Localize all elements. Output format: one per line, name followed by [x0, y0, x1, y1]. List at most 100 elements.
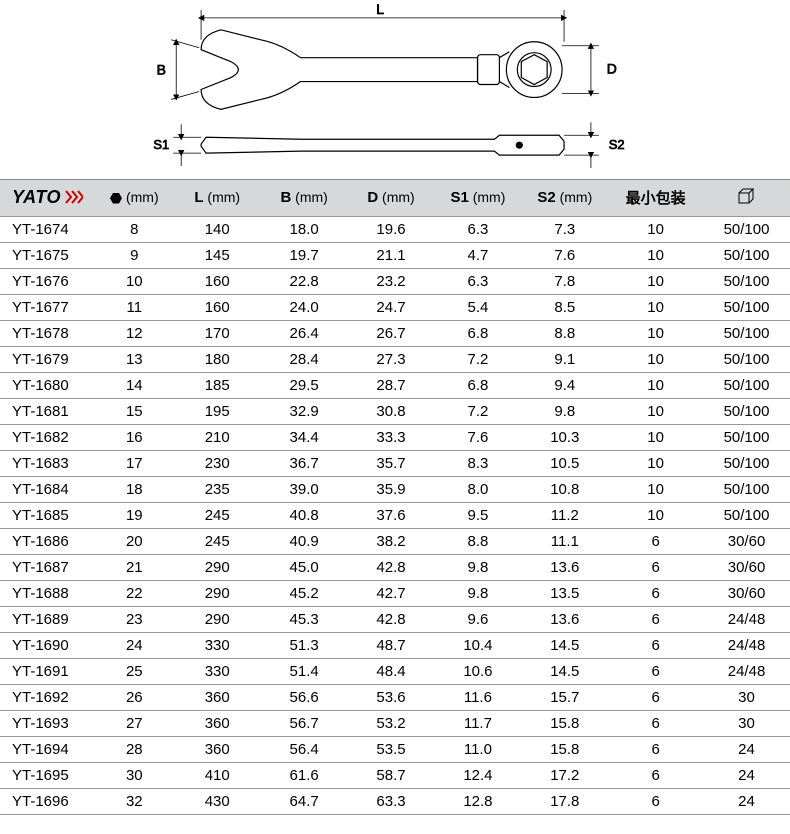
- cell-S1: 11.0: [434, 736, 521, 762]
- cell-hex: 17: [95, 450, 174, 476]
- table-row: YT-16882229045.242.79.813.5630/60: [0, 580, 790, 606]
- table-row: YT-1675914519.721.14.77.61050/100: [0, 242, 790, 268]
- cell-hex: 32: [95, 788, 174, 814]
- cell-S2: 13.6: [521, 554, 608, 580]
- dim-label-s2: S2: [609, 137, 625, 152]
- brand-header-cell: YATO: [0, 180, 95, 216]
- cell-S1: 6.3: [434, 268, 521, 294]
- cell-L: 245: [174, 528, 261, 554]
- cell-hex: 19: [95, 502, 174, 528]
- cell-code: YT-1684: [0, 476, 95, 502]
- cell-D: 53.2: [348, 710, 435, 736]
- col-unit: (mm): [378, 189, 415, 205]
- cell-L: 410: [174, 762, 261, 788]
- col-header-D: D (mm): [348, 180, 435, 216]
- cell-S2: 9.4: [521, 372, 608, 398]
- cell-D: 23.2: [348, 268, 435, 294]
- cell-code: YT-1678: [0, 320, 95, 346]
- cell-code: YT-1696: [0, 788, 95, 814]
- cell-S1: 8.0: [434, 476, 521, 502]
- cell-L: 170: [174, 320, 261, 346]
- cell-L: 160: [174, 268, 261, 294]
- cell-L: 290: [174, 580, 261, 606]
- cell-minpack: 10: [608, 424, 703, 450]
- cell-minpack: 10: [608, 320, 703, 346]
- cell-hex: 15: [95, 398, 174, 424]
- table-row: YT-16781217026.426.76.88.81050/100: [0, 320, 790, 346]
- cell-B: 61.6: [261, 762, 348, 788]
- cell-box: 50/100: [703, 476, 790, 502]
- cell-B: 45.2: [261, 580, 348, 606]
- cell-S1: 9.6: [434, 606, 521, 632]
- table-row: YT-16912533051.448.410.614.5624/48: [0, 658, 790, 684]
- cell-minpack: 10: [608, 242, 703, 268]
- table-row: YT-16821621034.433.37.610.31050/100: [0, 424, 790, 450]
- cell-code: YT-1679: [0, 346, 95, 372]
- table-row: YT-16811519532.930.87.29.81050/100: [0, 398, 790, 424]
- cell-box: 30/60: [703, 528, 790, 554]
- cell-L: 180: [174, 346, 261, 372]
- table-row: YT-16801418529.528.76.89.41050/100: [0, 372, 790, 398]
- cell-code: YT-1680: [0, 372, 95, 398]
- cell-D: 58.7: [348, 762, 435, 788]
- cell-hex: 25: [95, 658, 174, 684]
- cell-D: 37.6: [348, 502, 435, 528]
- cell-D: 63.3: [348, 788, 435, 814]
- cell-S2: 7.8: [521, 268, 608, 294]
- cell-minpack: 6: [608, 632, 703, 658]
- cell-B: 36.7: [261, 450, 348, 476]
- cell-hex: 22: [95, 580, 174, 606]
- col-header-B: B (mm): [261, 180, 348, 216]
- table-row: YT-16761016022.823.26.37.81050/100: [0, 268, 790, 294]
- cell-box: 50/100: [703, 450, 790, 476]
- cell-minpack: 10: [608, 372, 703, 398]
- cell-box: 30: [703, 684, 790, 710]
- cell-code: YT-1689: [0, 606, 95, 632]
- dim-label-d: D: [607, 61, 617, 77]
- table-row: YT-16902433051.348.710.414.5624/48: [0, 632, 790, 658]
- cell-S2: 9.8: [521, 398, 608, 424]
- cell-code: YT-1687: [0, 554, 95, 580]
- col-header-S1: S1 (mm): [434, 180, 521, 216]
- cell-hex: 26: [95, 684, 174, 710]
- cell-minpack: 6: [608, 684, 703, 710]
- cell-B: 19.7: [261, 242, 348, 268]
- cell-minpack: 6: [608, 710, 703, 736]
- cell-L: 160: [174, 294, 261, 320]
- cell-D: 28.7: [348, 372, 435, 398]
- cell-code: YT-1692: [0, 684, 95, 710]
- cell-D: 48.4: [348, 658, 435, 684]
- cell-S1: 9.8: [434, 554, 521, 580]
- col-unit: (mm): [204, 189, 241, 205]
- cell-B: 28.4: [261, 346, 348, 372]
- cell-box: 50/100: [703, 372, 790, 398]
- table-row: YT-16851924540.837.69.511.21050/100: [0, 502, 790, 528]
- cell-L: 330: [174, 658, 261, 684]
- cell-hex: 20: [95, 528, 174, 554]
- cell-minpack: 6: [608, 580, 703, 606]
- cell-D: 27.3: [348, 346, 435, 372]
- cell-box: 50/100: [703, 242, 790, 268]
- cell-S2: 17.2: [521, 762, 608, 788]
- col-label: B: [280, 189, 291, 206]
- cell-code: YT-1683: [0, 450, 95, 476]
- cell-S2: 14.5: [521, 658, 608, 684]
- cell-S2: 10.3: [521, 424, 608, 450]
- cell-minpack: 10: [608, 502, 703, 528]
- cell-D: 48.7: [348, 632, 435, 658]
- table-body: YT-1674814018.019.66.37.31050/100YT-1675…: [0, 216, 790, 814]
- cell-B: 56.7: [261, 710, 348, 736]
- cell-minpack: 10: [608, 294, 703, 320]
- table-row: YT-16932736056.753.211.715.8630: [0, 710, 790, 736]
- cell-hex: 30: [95, 762, 174, 788]
- cell-minpack: 6: [608, 606, 703, 632]
- cell-hex: 12: [95, 320, 174, 346]
- cell-code: YT-1677: [0, 294, 95, 320]
- cell-S1: 6.8: [434, 372, 521, 398]
- cell-code: YT-1685: [0, 502, 95, 528]
- cell-code: YT-1681: [0, 398, 95, 424]
- cell-code: YT-1675: [0, 242, 95, 268]
- cell-S1: 7.6: [434, 424, 521, 450]
- col-header-S2: S2 (mm): [521, 180, 608, 216]
- cell-B: 51.4: [261, 658, 348, 684]
